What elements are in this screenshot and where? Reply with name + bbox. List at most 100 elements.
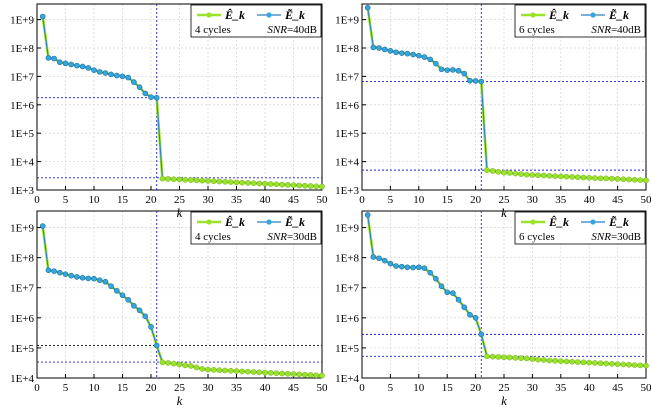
data-point xyxy=(68,272,74,279)
data-point xyxy=(222,178,228,185)
data-point xyxy=(467,77,473,84)
data-point xyxy=(114,72,120,79)
y-tick-label: 1E+9 xyxy=(10,223,34,235)
x-tick-label: 15 xyxy=(117,194,129,206)
data-point xyxy=(216,367,223,374)
data-point xyxy=(523,355,530,362)
data-point xyxy=(410,51,416,58)
annotation-snr: SNR=30dB xyxy=(591,231,641,243)
data-point xyxy=(563,358,570,365)
data-point xyxy=(427,269,433,276)
legend-marker-hat xyxy=(206,219,212,225)
data-point xyxy=(279,181,285,188)
data-point xyxy=(415,264,422,271)
data-point xyxy=(529,172,536,178)
data-point xyxy=(546,172,553,179)
data-point xyxy=(393,49,399,56)
y-tick-label: 1E+7 xyxy=(335,283,359,295)
annotation-snr-value: =30dB xyxy=(287,231,317,243)
data-point xyxy=(284,370,291,377)
data-point xyxy=(296,371,303,378)
series-line-hat xyxy=(41,16,323,188)
x-tick-label: 0 xyxy=(34,194,40,206)
x-tick-label: 10 xyxy=(413,382,425,394)
data-point xyxy=(239,179,246,186)
series-line-hat xyxy=(41,225,323,377)
legend-label-tilde: Ẽ_k xyxy=(608,8,629,22)
data-point xyxy=(290,371,297,377)
data-point xyxy=(131,79,137,85)
data-point xyxy=(216,178,223,185)
data-point xyxy=(472,315,479,321)
x-tick-label: 50 xyxy=(641,194,651,206)
data-point xyxy=(512,354,519,361)
data-point xyxy=(438,283,445,290)
x-tick-label: 20 xyxy=(470,194,482,206)
legend-marker-hat xyxy=(530,219,536,225)
data-point xyxy=(74,274,80,280)
data-point xyxy=(421,54,428,60)
data-point xyxy=(569,358,576,365)
data-point xyxy=(512,170,519,177)
data-point xyxy=(472,78,479,84)
x-tick-label: 10 xyxy=(89,382,101,394)
data-point xyxy=(552,357,558,364)
y-tick-label: 1E+6 xyxy=(10,100,34,112)
data-point xyxy=(523,171,530,178)
y-tick-label: 1E+5 xyxy=(335,343,359,355)
data-point xyxy=(603,360,610,367)
y-tick-label: 1E+4 xyxy=(10,373,34,385)
x-tick-label: 35 xyxy=(555,382,567,394)
annotation-cycles: 6 cycles xyxy=(519,231,555,243)
data-point xyxy=(381,46,388,53)
data-point xyxy=(376,255,382,262)
y-tick-label: 1E+3 xyxy=(10,185,34,197)
data-point xyxy=(284,182,291,188)
data-point xyxy=(96,277,103,284)
data-point xyxy=(387,260,394,267)
data-point xyxy=(552,173,558,179)
data-point xyxy=(302,371,308,378)
annotation-snr: SNR=40dB xyxy=(591,24,641,36)
x-tick-label: 5 xyxy=(63,194,69,206)
y-tick-label: 1E+6 xyxy=(335,100,359,112)
data-point xyxy=(586,359,593,366)
x-tick-label: 25 xyxy=(499,194,511,206)
series-line-tilde xyxy=(42,16,323,188)
data-point xyxy=(461,304,468,311)
data-point xyxy=(45,55,52,61)
x-tick-label: 35 xyxy=(231,194,243,206)
data-point xyxy=(393,263,399,269)
data-point xyxy=(557,173,564,180)
data-point xyxy=(444,67,451,73)
legend-marker-tilde xyxy=(590,12,596,18)
x-tick-label: 35 xyxy=(555,194,567,206)
y-tick-label: 1E+9 xyxy=(335,223,359,235)
data-point xyxy=(279,370,285,377)
x-tick-label: 20 xyxy=(470,382,482,394)
data-point xyxy=(227,179,234,185)
data-point xyxy=(495,168,502,175)
data-point xyxy=(102,70,109,76)
annotation-snr-label: SNR xyxy=(591,24,611,36)
annotation-snr-label: SNR xyxy=(591,231,611,243)
y-tick-label: 1E+9 xyxy=(335,15,359,27)
data-point xyxy=(222,367,228,374)
data-point xyxy=(114,287,120,294)
data-point xyxy=(170,176,177,183)
y-tick-label: 1E+4 xyxy=(335,157,359,169)
data-point xyxy=(199,366,206,372)
series-line-tilde xyxy=(42,225,323,377)
data-point xyxy=(626,176,632,183)
data-point xyxy=(159,175,166,182)
data-point xyxy=(364,212,371,218)
legend-label-tilde: Ẽ_k xyxy=(284,215,305,229)
data-point xyxy=(637,177,644,183)
data-point xyxy=(307,183,314,189)
data-point xyxy=(193,364,200,371)
data-point xyxy=(210,178,217,185)
data-point xyxy=(376,45,382,51)
y-tick-label: 1E+4 xyxy=(335,373,359,385)
data-point xyxy=(188,363,194,369)
